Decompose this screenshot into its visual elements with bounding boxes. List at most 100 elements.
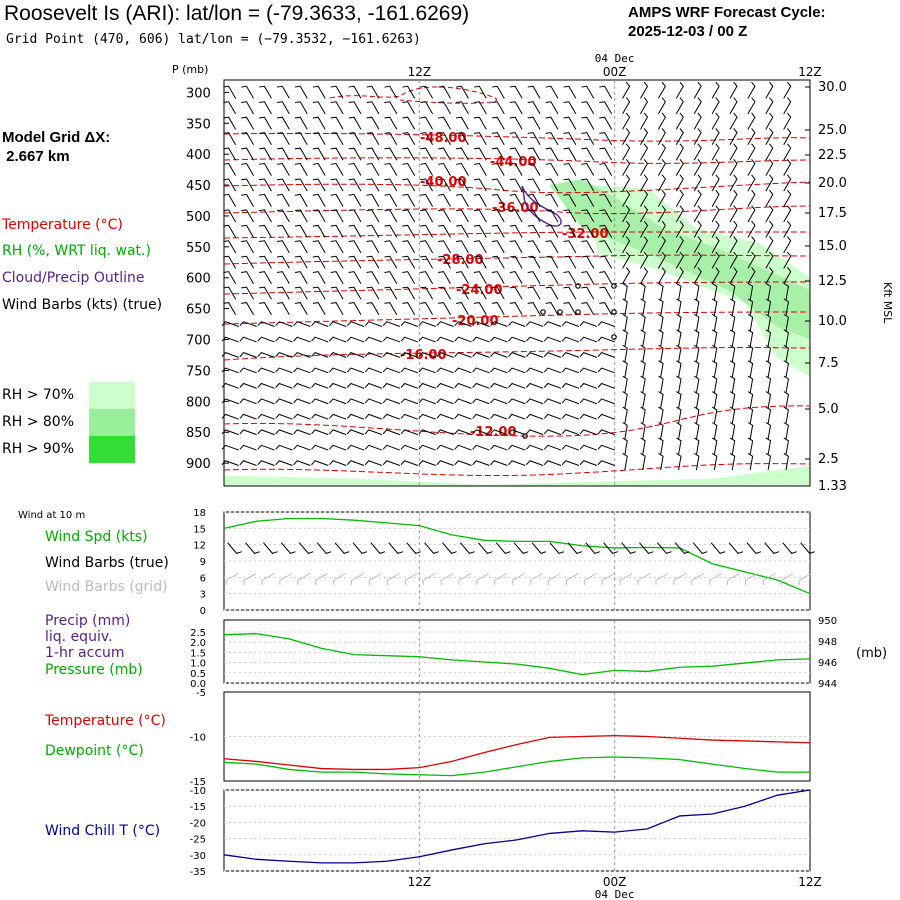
wind-barb	[456, 271, 469, 285]
wind-barb	[509, 193, 523, 207]
legend-rh70-label: RH > 70%	[2, 387, 75, 403]
wind-barb	[491, 178, 505, 192]
wind-barb	[294, 162, 308, 176]
wind-barb	[311, 382, 329, 389]
wind-barb	[456, 255, 469, 269]
precip-marker	[575, 283, 581, 289]
wind-barb	[294, 132, 308, 146]
wind-barb	[747, 329, 754, 347]
wind-barb	[765, 189, 774, 207]
wind-barb	[527, 302, 541, 315]
wind-barb	[241, 271, 254, 285]
rh70-surface	[224, 466, 810, 486]
wind-barb	[294, 286, 308, 300]
height-tick-label: 22.5	[818, 148, 847, 163]
wind-barb	[545, 101, 559, 115]
wind-barb	[223, 224, 237, 238]
wind-barb	[330, 85, 344, 99]
wind-barb	[765, 375, 772, 393]
wind-barb	[783, 97, 792, 115]
wind-barb	[491, 255, 505, 269]
wind-barb	[241, 132, 254, 146]
wind-barb	[622, 452, 628, 471]
wind-barb	[765, 313, 772, 332]
wind-barb-true	[567, 542, 583, 554]
wind-barb	[545, 132, 559, 146]
wind-barb	[694, 360, 700, 378]
wind-barb	[657, 112, 666, 130]
wind-barb	[454, 352, 472, 358]
wind-barb-true	[549, 542, 565, 554]
legend-dewpoint: Dewpoint (°C)	[45, 743, 144, 759]
wind-barb	[346, 460, 365, 466]
wind-barb	[783, 283, 789, 301]
wind-barb	[729, 329, 736, 347]
wind-barb	[543, 444, 562, 451]
wind-barb	[420, 162, 434, 176]
wind-barb	[675, 189, 684, 207]
precip-tick-label: 0.0	[190, 679, 206, 690]
wind-barb	[346, 367, 365, 374]
wind-barb	[747, 375, 754, 393]
wind-barb	[276, 302, 290, 315]
wind-barb	[364, 382, 383, 389]
wind-barb	[366, 255, 380, 269]
wind-barb	[346, 336, 365, 343]
wind-barb	[640, 189, 649, 207]
wind-barb	[581, 85, 595, 99]
wind-barb	[640, 267, 649, 285]
wind-barb	[747, 283, 754, 301]
wind-tick-label: 9	[200, 557, 206, 568]
wind-barb	[366, 178, 380, 192]
wind-barb	[563, 193, 577, 207]
wind-barb	[747, 360, 754, 378]
wind-barb-true	[621, 542, 636, 554]
wind-barb	[729, 189, 738, 207]
wind-barb	[640, 143, 649, 161]
legend-cloud: Cloud/Precip Outline	[2, 270, 145, 286]
wind-barb	[622, 391, 628, 409]
wind-barb	[545, 271, 559, 285]
wind-barb	[765, 205, 774, 223]
wind-barb	[599, 132, 613, 146]
wind-barb	[259, 162, 272, 176]
wind-barb	[276, 271, 290, 285]
wind-barb	[658, 329, 664, 347]
profile-ylabel: P (mb)	[172, 63, 208, 76]
wind-barb	[508, 367, 526, 374]
wind-barb	[581, 255, 595, 269]
wind-barb	[694, 391, 700, 409]
wind-barb	[640, 159, 649, 176]
wind-barb	[597, 382, 615, 389]
wind-barb	[366, 193, 380, 207]
wind-barb-true	[513, 542, 529, 554]
pressure-tick-label: 300	[186, 86, 211, 101]
legend-wind-chill: Wind Chill T (°C)	[45, 823, 161, 839]
wind-barb	[346, 352, 365, 358]
wind-barb	[239, 444, 257, 451]
wind-barb	[400, 352, 418, 358]
wind-barb	[711, 81, 720, 99]
wind-barb	[747, 437, 754, 455]
wind-barb	[348, 162, 362, 176]
wind-barb	[581, 116, 595, 130]
wind-barb	[436, 367, 454, 374]
wind-barb	[597, 429, 615, 436]
wind-barb	[693, 112, 702, 130]
wind-barb	[561, 444, 580, 451]
wind-barb	[473, 209, 487, 223]
wind-barb	[783, 81, 792, 99]
wind-barb-grid	[279, 573, 293, 585]
wind-barb	[491, 116, 505, 130]
wind-barb-true	[764, 542, 780, 554]
wind-barb	[366, 302, 380, 315]
wind-barb	[384, 224, 398, 238]
wind-barb-grid	[655, 573, 669, 585]
wind-barb	[382, 352, 401, 358]
wind-barb	[438, 271, 451, 285]
wind-barb	[640, 236, 649, 254]
wind-barb	[599, 178, 613, 192]
wind-barb	[729, 406, 736, 424]
wind-barb	[729, 360, 736, 378]
wind-barb	[508, 398, 526, 405]
